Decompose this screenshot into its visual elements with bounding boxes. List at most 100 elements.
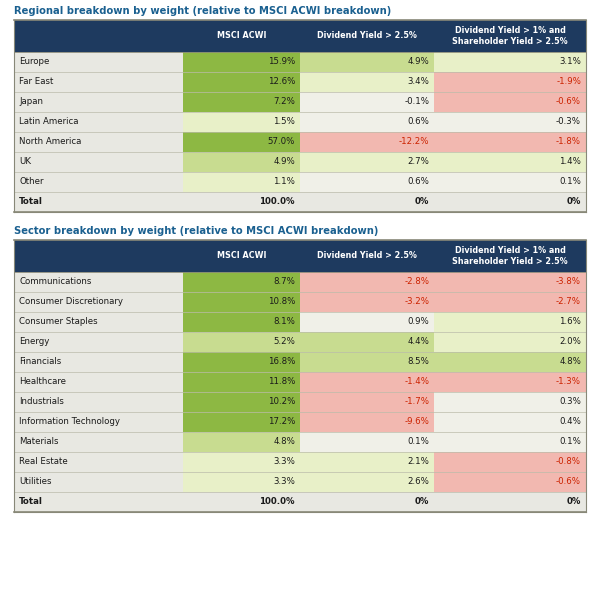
Text: Information Technology: Information Technology <box>19 418 120 427</box>
Bar <box>14 152 183 172</box>
Bar <box>14 292 183 312</box>
Bar <box>434 132 586 152</box>
Text: 0%: 0% <box>415 197 430 206</box>
Text: 4.8%: 4.8% <box>273 437 295 446</box>
Bar <box>434 332 586 352</box>
Bar <box>183 92 300 112</box>
Bar <box>183 132 300 152</box>
Bar <box>434 472 586 492</box>
Bar <box>14 432 183 452</box>
Bar <box>183 152 300 172</box>
Text: 10.8%: 10.8% <box>268 298 295 307</box>
Bar <box>183 472 300 492</box>
Bar <box>183 412 300 432</box>
Bar <box>434 392 586 412</box>
Text: -1.8%: -1.8% <box>556 137 581 146</box>
Text: 1.6%: 1.6% <box>559 317 581 326</box>
Text: UK: UK <box>19 157 31 166</box>
Text: -3.8%: -3.8% <box>556 277 581 286</box>
Text: 0.3%: 0.3% <box>559 397 581 407</box>
Text: 0%: 0% <box>566 497 581 506</box>
Text: Consumer Discretionary: Consumer Discretionary <box>19 298 123 307</box>
Bar <box>434 192 586 212</box>
Text: 4.4%: 4.4% <box>407 337 430 346</box>
Text: 2.6%: 2.6% <box>407 478 430 487</box>
Text: Financials: Financials <box>19 358 61 367</box>
Bar <box>183 312 300 332</box>
Bar <box>14 452 183 472</box>
Bar <box>300 492 434 512</box>
Text: -0.3%: -0.3% <box>556 118 581 127</box>
Bar <box>300 332 434 352</box>
Text: Real Estate: Real Estate <box>19 457 68 467</box>
Text: MSCI ACWI: MSCI ACWI <box>217 251 266 260</box>
Bar <box>300 72 434 92</box>
Text: 7.2%: 7.2% <box>273 97 295 107</box>
Text: 0.1%: 0.1% <box>559 178 581 187</box>
Bar <box>300 240 434 272</box>
Bar <box>183 492 300 512</box>
Bar <box>183 192 300 212</box>
Bar <box>183 172 300 192</box>
Bar <box>434 92 586 112</box>
Text: 4.9%: 4.9% <box>273 157 295 166</box>
Text: 57.0%: 57.0% <box>268 137 295 146</box>
Text: 0.6%: 0.6% <box>407 178 430 187</box>
Text: 1.4%: 1.4% <box>559 157 581 166</box>
Bar <box>14 272 183 292</box>
Text: 12.6%: 12.6% <box>268 77 295 86</box>
Bar <box>183 452 300 472</box>
Text: Materials: Materials <box>19 437 59 446</box>
Text: Utilities: Utilities <box>19 478 52 487</box>
Text: 0.1%: 0.1% <box>559 437 581 446</box>
Bar <box>183 372 300 392</box>
Bar <box>300 312 434 332</box>
Text: 0.9%: 0.9% <box>407 317 430 326</box>
Text: North America: North America <box>19 137 82 146</box>
Text: 8.7%: 8.7% <box>273 277 295 286</box>
Bar <box>300 292 434 312</box>
Bar <box>434 352 586 372</box>
Text: 3.3%: 3.3% <box>273 457 295 467</box>
Bar <box>183 72 300 92</box>
Bar <box>434 112 586 132</box>
Text: Dividend Yield > 1% and
Shareholder Yield > 2.5%: Dividend Yield > 1% and Shareholder Yiel… <box>452 26 568 46</box>
Text: 2.0%: 2.0% <box>559 337 581 346</box>
Text: Japan: Japan <box>19 97 43 107</box>
Bar <box>300 392 434 412</box>
Text: Total: Total <box>19 197 43 206</box>
Text: -9.6%: -9.6% <box>404 418 430 427</box>
Text: -1.3%: -1.3% <box>556 377 581 386</box>
Text: -0.1%: -0.1% <box>404 97 430 107</box>
Text: Europe: Europe <box>19 58 49 67</box>
Text: 17.2%: 17.2% <box>268 418 295 427</box>
Text: 2.7%: 2.7% <box>407 157 430 166</box>
Text: 1.1%: 1.1% <box>273 178 295 187</box>
Bar <box>434 52 586 72</box>
Bar <box>183 240 300 272</box>
Bar <box>14 492 183 512</box>
Bar <box>300 52 434 72</box>
Bar <box>434 240 586 272</box>
Text: 4.9%: 4.9% <box>407 58 430 67</box>
Bar <box>14 132 183 152</box>
Text: -0.6%: -0.6% <box>556 97 581 107</box>
Bar <box>300 412 434 432</box>
Text: 0.6%: 0.6% <box>407 118 430 127</box>
Bar <box>14 392 183 412</box>
Text: -1.4%: -1.4% <box>404 377 430 386</box>
Text: 100.0%: 100.0% <box>260 497 295 506</box>
Text: 2.1%: 2.1% <box>407 457 430 467</box>
Text: Communications: Communications <box>19 277 91 286</box>
Bar <box>14 172 183 192</box>
Bar <box>14 332 183 352</box>
Bar <box>300 272 434 292</box>
Text: 0%: 0% <box>415 497 430 506</box>
Text: Energy: Energy <box>19 337 49 346</box>
Bar <box>300 172 434 192</box>
Text: Other: Other <box>19 178 44 187</box>
Text: -0.6%: -0.6% <box>556 478 581 487</box>
Bar <box>434 20 586 52</box>
Text: 16.8%: 16.8% <box>268 358 295 367</box>
Bar <box>14 240 183 272</box>
